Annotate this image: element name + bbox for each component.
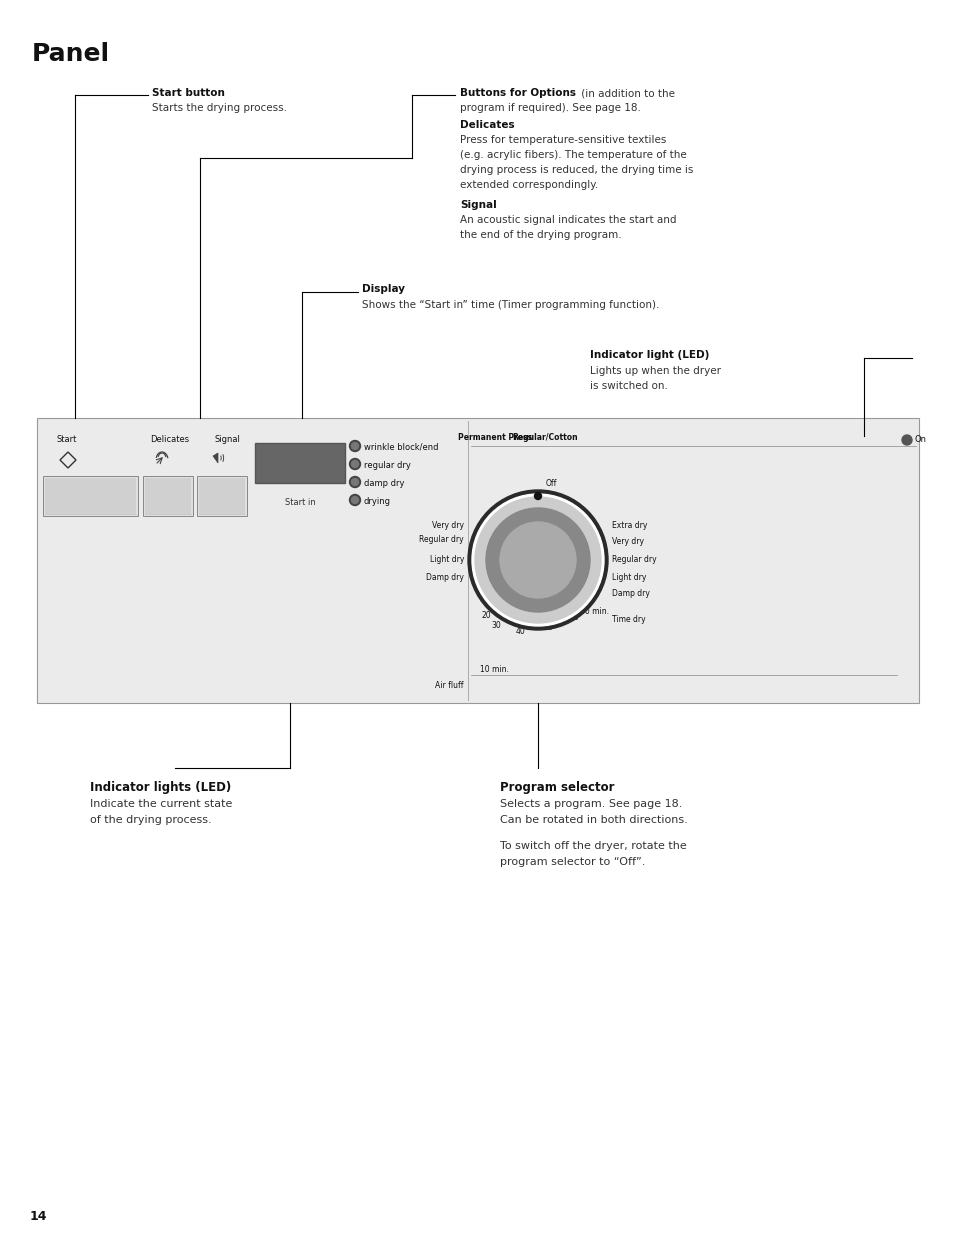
Text: Indicate the current state: Indicate the current state bbox=[90, 799, 233, 809]
Text: Time dry: Time dry bbox=[612, 615, 645, 624]
Text: Can be rotated in both directions.: Can be rotated in both directions. bbox=[499, 815, 687, 825]
Text: Very dry: Very dry bbox=[612, 537, 643, 547]
Text: 60: 60 bbox=[569, 614, 578, 622]
Text: Start in: Start in bbox=[284, 498, 315, 508]
Text: Delicates: Delicates bbox=[459, 120, 514, 130]
Text: program selector to “Off”.: program selector to “Off”. bbox=[499, 857, 644, 867]
Text: Signal: Signal bbox=[214, 435, 240, 445]
Text: program if required). See page 18.: program if required). See page 18. bbox=[459, 103, 640, 112]
Text: drying process is reduced, the drying time is: drying process is reduced, the drying ti… bbox=[459, 165, 693, 175]
Text: 10 min.: 10 min. bbox=[479, 666, 508, 674]
Bar bbox=[143, 475, 193, 516]
Bar bbox=[45, 478, 136, 514]
Text: drying: drying bbox=[364, 496, 391, 505]
Text: 14: 14 bbox=[30, 1210, 48, 1223]
Bar bbox=[254, 443, 345, 483]
Text: 30: 30 bbox=[491, 621, 500, 631]
Text: Selects a program. See page 18.: Selects a program. See page 18. bbox=[499, 799, 681, 809]
Text: 50: 50 bbox=[542, 624, 553, 632]
Text: An acoustic signal indicates the start and: An acoustic signal indicates the start a… bbox=[459, 215, 676, 225]
Text: Panel: Panel bbox=[32, 42, 110, 65]
Text: Very dry: Very dry bbox=[432, 520, 463, 530]
Text: Buttons for Options: Buttons for Options bbox=[459, 88, 576, 98]
Circle shape bbox=[349, 441, 360, 452]
Text: Indicator lights (LED): Indicator lights (LED) bbox=[90, 781, 231, 794]
Text: Starts the drying process.: Starts the drying process. bbox=[152, 103, 287, 112]
Circle shape bbox=[534, 493, 541, 499]
Text: wrinkle block/end: wrinkle block/end bbox=[364, 442, 438, 452]
Text: Signal: Signal bbox=[459, 200, 497, 210]
Bar bbox=[37, 417, 918, 703]
Text: of the drying process.: of the drying process. bbox=[90, 815, 212, 825]
Text: the end of the drying program.: the end of the drying program. bbox=[459, 230, 621, 240]
Text: 60 min.: 60 min. bbox=[579, 608, 608, 616]
Circle shape bbox=[349, 477, 360, 488]
Text: regular dry: regular dry bbox=[364, 461, 411, 469]
Text: Regular dry: Regular dry bbox=[419, 536, 463, 545]
Circle shape bbox=[499, 522, 576, 598]
Text: 40: 40 bbox=[516, 627, 525, 636]
Text: (in addition to the: (in addition to the bbox=[578, 88, 675, 98]
Circle shape bbox=[351, 442, 358, 450]
Text: Regular/Cotton: Regular/Cotton bbox=[512, 433, 578, 442]
Text: Damp dry: Damp dry bbox=[426, 573, 463, 583]
Text: Program selector: Program selector bbox=[499, 781, 614, 794]
Text: damp dry: damp dry bbox=[364, 478, 404, 488]
Bar bbox=[145, 478, 191, 514]
Circle shape bbox=[468, 490, 607, 630]
Circle shape bbox=[351, 461, 358, 468]
Text: Start: Start bbox=[57, 435, 77, 445]
Bar bbox=[43, 475, 138, 516]
Polygon shape bbox=[213, 453, 218, 463]
Text: To switch off the dryer, rotate the: To switch off the dryer, rotate the bbox=[499, 841, 686, 851]
Text: Regular dry: Regular dry bbox=[612, 556, 656, 564]
Text: Display: Display bbox=[361, 284, 405, 294]
Text: Delicates: Delicates bbox=[150, 435, 189, 445]
Circle shape bbox=[351, 478, 358, 485]
Text: is switched on.: is switched on. bbox=[589, 382, 667, 391]
Text: Damp dry: Damp dry bbox=[612, 589, 649, 598]
Circle shape bbox=[349, 494, 360, 505]
Text: Light dry: Light dry bbox=[429, 556, 463, 564]
Text: (e.g. acrylic fibers). The temperature of the: (e.g. acrylic fibers). The temperature o… bbox=[459, 149, 686, 161]
Text: Lights up when the dryer: Lights up when the dryer bbox=[589, 366, 720, 375]
Text: Indicator light (LED): Indicator light (LED) bbox=[589, 350, 709, 359]
Text: Shows the “Start in” time (Timer programming function).: Shows the “Start in” time (Timer program… bbox=[361, 300, 659, 310]
Circle shape bbox=[351, 496, 358, 504]
Circle shape bbox=[485, 508, 589, 613]
Text: Start button: Start button bbox=[152, 88, 225, 98]
Text: Air fluff: Air fluff bbox=[435, 680, 463, 689]
Text: Press for temperature-sensitive textiles: Press for temperature-sensitive textiles bbox=[459, 135, 666, 144]
Text: Light dry: Light dry bbox=[612, 573, 646, 582]
Text: On: On bbox=[914, 436, 926, 445]
Text: extended correspondingly.: extended correspondingly. bbox=[459, 180, 598, 190]
Circle shape bbox=[901, 435, 911, 445]
Bar bbox=[196, 475, 247, 516]
Bar bbox=[199, 478, 245, 514]
Circle shape bbox=[475, 496, 600, 622]
Text: 20: 20 bbox=[480, 610, 490, 620]
Text: Permanent Press: Permanent Press bbox=[457, 433, 532, 442]
Circle shape bbox=[472, 494, 603, 626]
Text: Off: Off bbox=[545, 479, 557, 488]
Text: Extra dry: Extra dry bbox=[612, 520, 647, 530]
Circle shape bbox=[349, 458, 360, 469]
